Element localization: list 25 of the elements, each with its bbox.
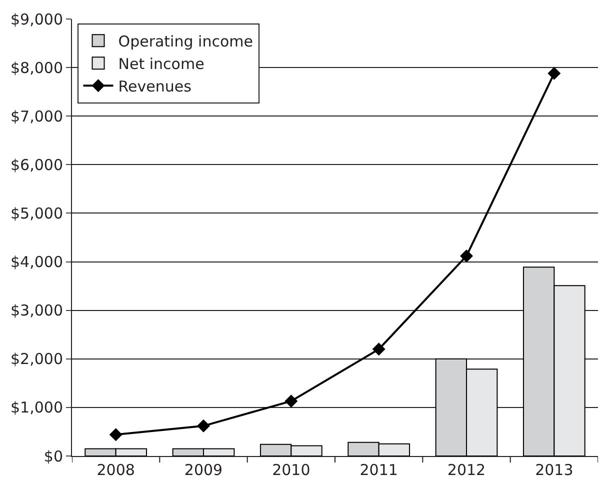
y-tick-label: $9,000 xyxy=(10,10,63,28)
point xyxy=(460,249,473,262)
point xyxy=(109,428,122,442)
legend-label: Operating income xyxy=(118,32,253,50)
y-tick-label: $2,000 xyxy=(10,350,63,368)
y-tick-label: $0 xyxy=(44,447,63,466)
point xyxy=(548,66,561,80)
y-tick-label: $7,000 xyxy=(10,107,63,126)
point xyxy=(372,342,386,356)
y-tick-label: $6,000 xyxy=(10,156,63,174)
legend-label: Net income xyxy=(118,54,204,73)
point xyxy=(284,394,298,408)
x-tick-label: 2010 xyxy=(272,461,310,479)
x-tick-label: 2011 xyxy=(360,461,398,479)
y-tick-label: $8,000 xyxy=(10,58,63,77)
x-tick-label: 2009 xyxy=(184,461,223,479)
x-tick-label: 2012 xyxy=(447,461,486,479)
x-tick-label: 2013 xyxy=(535,461,574,479)
point xyxy=(197,419,210,432)
y-tick-label: $3,000 xyxy=(10,302,63,320)
y-tick-label: $5,000 xyxy=(10,204,63,222)
legend-label: Revenues xyxy=(118,77,192,96)
x-tick-label: 2008 xyxy=(96,461,135,479)
y-tick-label: $1,000 xyxy=(10,398,63,417)
y-tick-label: $4,000 xyxy=(10,253,63,272)
